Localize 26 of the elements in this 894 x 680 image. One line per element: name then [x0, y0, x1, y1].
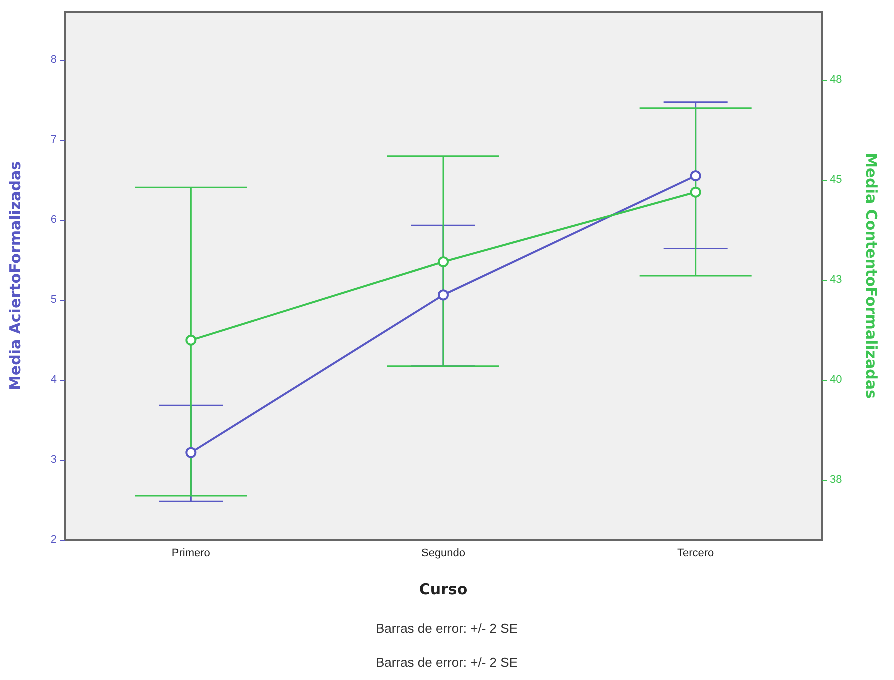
y-tick-label: 3 [50, 454, 57, 466]
y2-tick-label: 38 [830, 474, 842, 486]
point [438, 256, 449, 268]
y-tick-label: 7 [50, 134, 57, 146]
y-tick-label: 6 [50, 214, 57, 226]
point [186, 447, 197, 458]
x-tick-label: Segundo [421, 548, 466, 560]
y-tick-label: 2 [50, 534, 57, 546]
y-tick-label: 8 [50, 54, 57, 66]
y-tick-label: 5 [50, 294, 57, 306]
point [186, 334, 197, 346]
text: Barras de error: +/- 2 SE [376, 655, 518, 670]
y-tick-label: 4 [50, 374, 57, 386]
y-axis-title: Media AciertoFormalizadas [6, 161, 24, 391]
y2-tick-label: 43 [830, 274, 842, 286]
point [438, 290, 449, 301]
x-tick-label: Primero [172, 548, 210, 560]
y2-tick-label: 45 [830, 174, 842, 186]
text: Barras de error: +/- 2 SE [376, 621, 518, 636]
x-axis-title: Curso [419, 580, 468, 598]
x-tick-label: Tercero [677, 548, 714, 560]
point [690, 170, 702, 182]
y2-tick-label: 40 [830, 374, 842, 386]
y2-tick-label: 48 [830, 74, 842, 86]
y2-axis-title: Media ContentoFormalizadas [862, 153, 880, 399]
point [690, 186, 702, 198]
